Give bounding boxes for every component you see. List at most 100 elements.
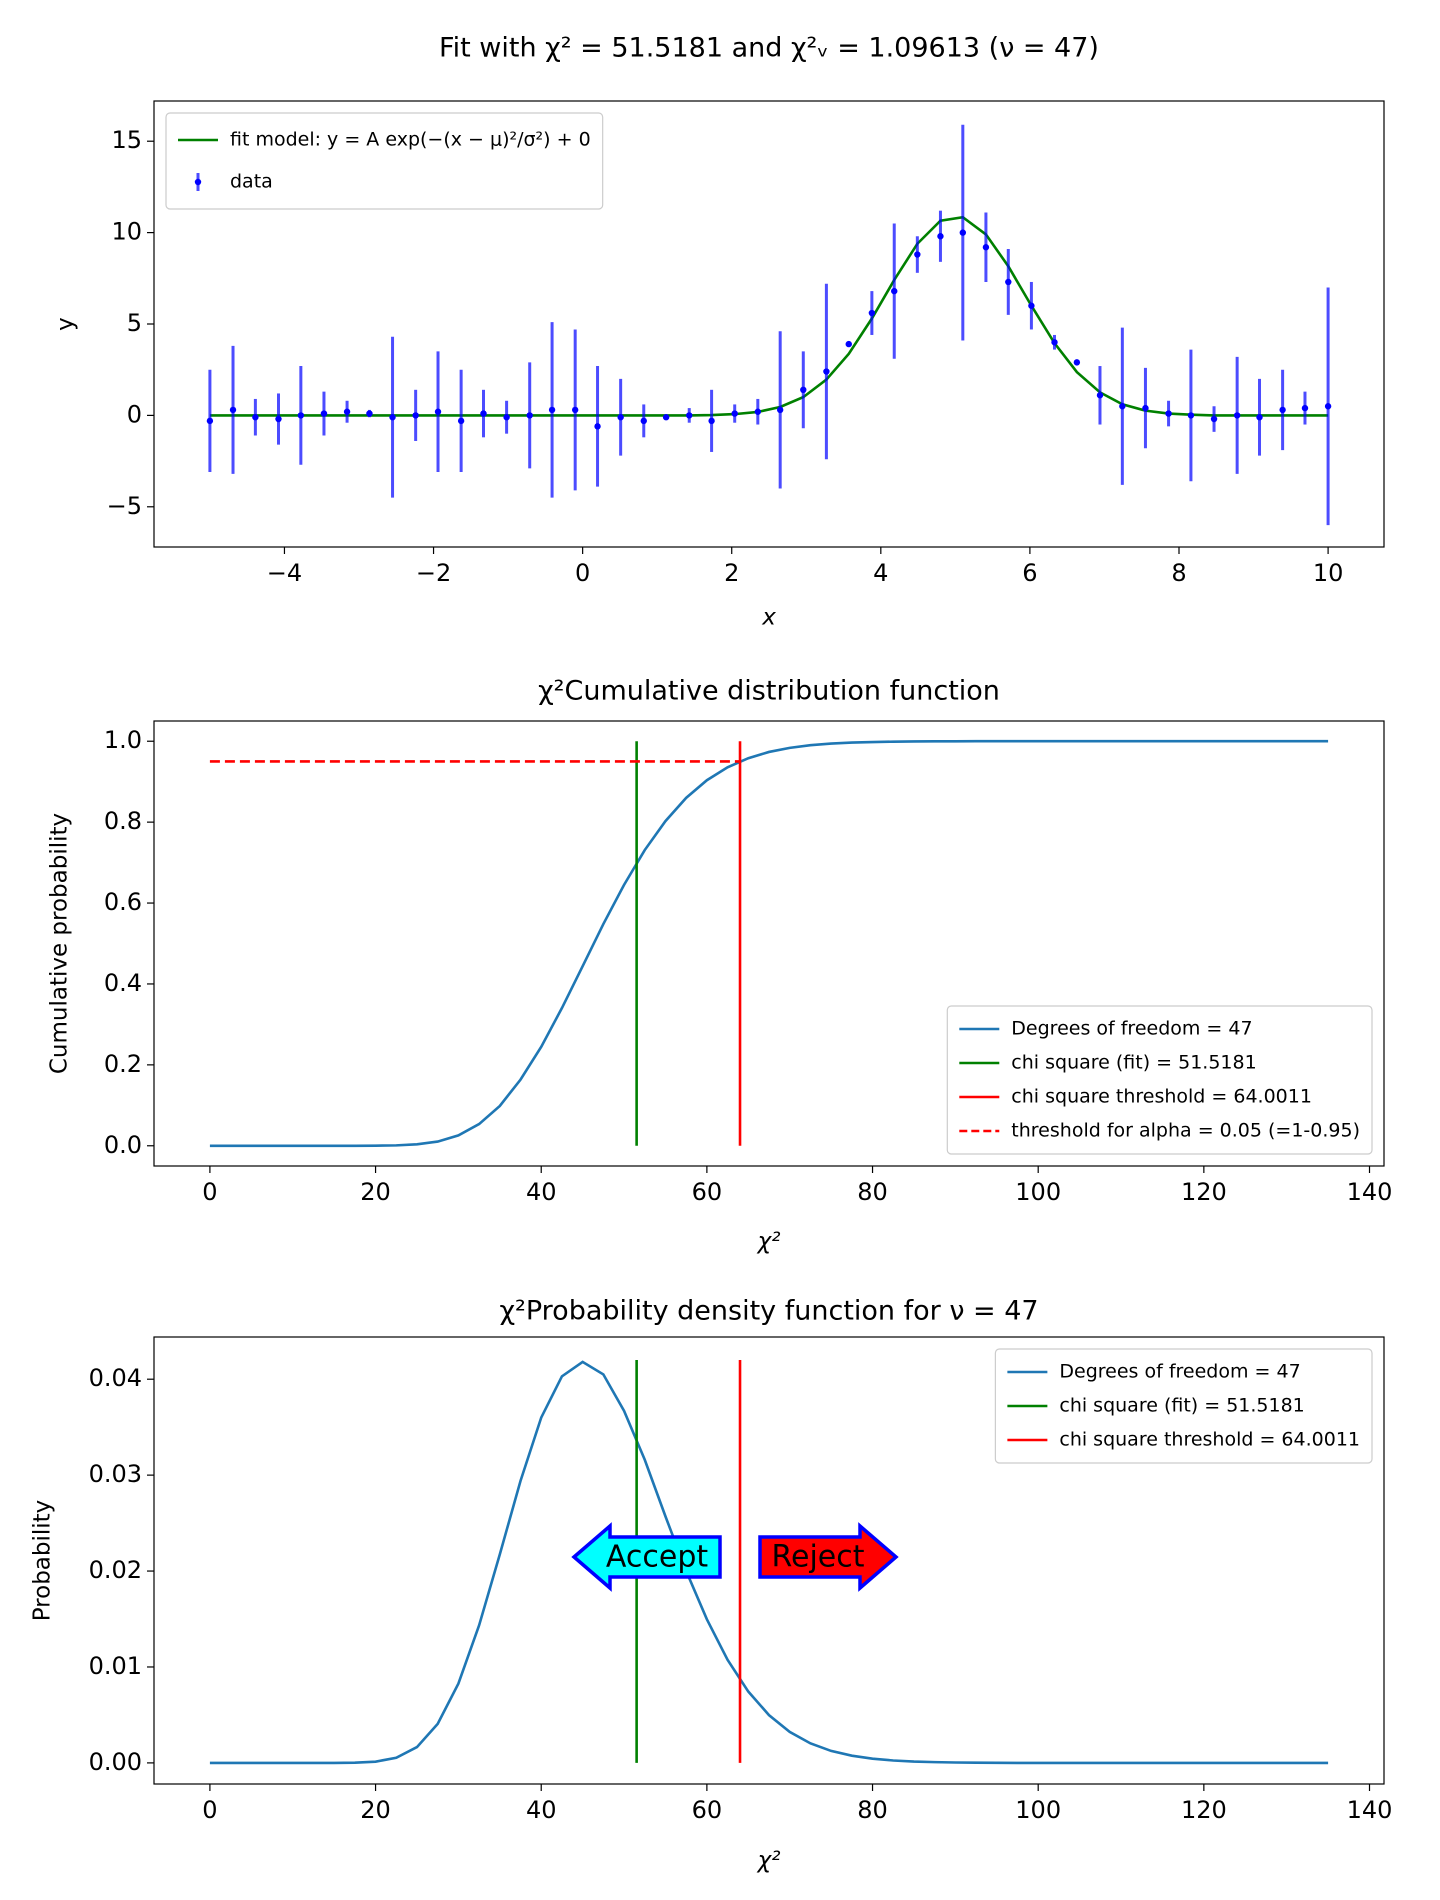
data-point xyxy=(1051,339,1058,346)
x-axis-label: χ² xyxy=(756,1848,781,1874)
data-point xyxy=(1165,410,1172,417)
data-point xyxy=(1301,404,1309,412)
data-point xyxy=(1142,404,1149,412)
data-point xyxy=(1187,412,1195,419)
data-point xyxy=(617,414,624,421)
y-tick-label: 0 xyxy=(127,400,142,428)
subplot: χ²Probability density function for ν = 4… xyxy=(30,1296,1393,1874)
axes-frame xyxy=(153,100,1385,548)
data-point xyxy=(891,287,898,295)
data-point xyxy=(1233,412,1241,419)
x-tick-label: 140 xyxy=(1347,1178,1393,1206)
data-point xyxy=(480,410,487,417)
x-tick-label: 80 xyxy=(857,1178,888,1206)
x-tick-label: 4 xyxy=(873,559,888,587)
y-tick-label: 0.8 xyxy=(104,807,142,835)
x-tick-label: 0 xyxy=(202,1796,217,1824)
legend-label: chi square (fit) = 51.5181 xyxy=(1059,1395,1304,1417)
x-tick-label: 100 xyxy=(1015,1178,1061,1206)
data-point xyxy=(1073,359,1081,366)
data-point xyxy=(1005,278,1012,286)
chart-title: χ²Probability density function for ν = 4… xyxy=(499,1296,1038,1327)
data-point xyxy=(252,414,259,421)
legend-label: threshold for alpha = 0.05 (=1-0.95) xyxy=(1011,1120,1360,1142)
y-tick-label: −5 xyxy=(107,492,142,520)
y-tick-label: 0.6 xyxy=(104,888,142,916)
legend: Degrees of freedom = 47 chi square (fit) … xyxy=(994,1348,1373,1464)
data-point xyxy=(343,408,351,415)
legend: fit model: y = A exp(−(x − μ)²/σ²) + 0 da… xyxy=(165,112,604,210)
data-point xyxy=(914,251,921,258)
annotation-label: Reject xyxy=(771,1540,864,1575)
y-tick-label: 5 xyxy=(127,309,142,337)
y-tick-label: 0.4 xyxy=(104,969,142,997)
data-line xyxy=(209,1360,1329,1765)
x-tick-label: 0 xyxy=(202,1178,217,1206)
y-tick-label: 0.01 xyxy=(89,1652,142,1680)
x-tick-label: 8 xyxy=(1171,559,1186,587)
x-tick-label: −4 xyxy=(267,559,302,587)
x-tick-label: 2 xyxy=(724,559,739,587)
legend-box xyxy=(165,112,604,210)
data-line xyxy=(209,215,1329,417)
data-point xyxy=(526,412,533,419)
data-point xyxy=(754,408,762,415)
legend-box xyxy=(994,1348,1373,1464)
y-tick-label: 0.02 xyxy=(89,1556,142,1584)
x-tick-label: 10 xyxy=(1313,559,1344,587)
legend-box xyxy=(946,1005,1373,1155)
data-point xyxy=(1119,403,1126,410)
x-tick-label: 20 xyxy=(360,1796,391,1824)
data-point xyxy=(503,414,510,421)
data-point xyxy=(686,412,693,419)
x-tick-label: 100 xyxy=(1015,1796,1061,1824)
y-tick-label: 0.00 xyxy=(89,1748,142,1776)
legend-label: Degrees of freedom = 47 xyxy=(1011,1018,1252,1040)
data-point xyxy=(548,406,556,414)
data-point xyxy=(800,386,807,394)
data-point xyxy=(776,406,784,414)
data-point xyxy=(662,414,670,421)
data-point xyxy=(1256,414,1263,421)
x-tick-label: 0 xyxy=(575,559,590,587)
data-point xyxy=(845,340,852,348)
data-point xyxy=(571,406,579,414)
data-point xyxy=(297,412,305,419)
y-tick-label: 10 xyxy=(111,218,142,246)
data-point xyxy=(868,309,876,317)
subplot: χ²Cumulative distribution function χ² Cumu… xyxy=(47,676,1393,1255)
subplot: Fit with χ² = 51.5181 and χ²ᵥ = 1.09613 … xyxy=(53,33,1385,631)
y-tick-label: 1.0 xyxy=(104,726,142,754)
x-tick-label: 6 xyxy=(1022,559,1037,587)
data-point xyxy=(412,412,419,419)
data-point xyxy=(982,244,990,251)
legend-label: Degrees of freedom = 47 xyxy=(1059,1361,1300,1383)
data-point xyxy=(275,415,282,423)
data-point xyxy=(731,410,738,417)
data-point xyxy=(640,417,647,425)
data-point xyxy=(1210,415,1218,423)
data-point xyxy=(823,368,830,375)
chart-title: Fit with χ² = 51.5181 and χ²ᵥ = 1.09613 … xyxy=(439,33,1099,64)
legend-label: chi square (fit) = 51.5181 xyxy=(1011,1052,1256,1074)
data-point xyxy=(1279,406,1286,414)
data-point xyxy=(389,414,396,421)
data-point xyxy=(366,410,373,417)
x-tick-label: 20 xyxy=(360,1178,391,1206)
annotation-arrow xyxy=(571,1522,722,1592)
legend-label: fit model: y = A exp(−(x − μ)²/σ²) + 0 xyxy=(230,129,591,151)
data-point xyxy=(1324,403,1332,410)
data-point xyxy=(708,417,715,425)
legend-label: data xyxy=(230,171,273,193)
chart-title: χ²Cumulative distribution function xyxy=(538,676,1000,707)
legend: Degrees of freedom = 47 chi square (fit) … xyxy=(946,1005,1373,1155)
y-tick-label: 0.04 xyxy=(89,1364,142,1392)
data-point xyxy=(959,229,967,236)
y-tick-label: 15 xyxy=(111,126,142,154)
legend-label: chi square threshold = 64.0011 xyxy=(1059,1429,1360,1451)
data-point xyxy=(206,417,214,425)
legend-swatch xyxy=(194,178,202,186)
axes-frame xyxy=(153,1336,1385,1785)
